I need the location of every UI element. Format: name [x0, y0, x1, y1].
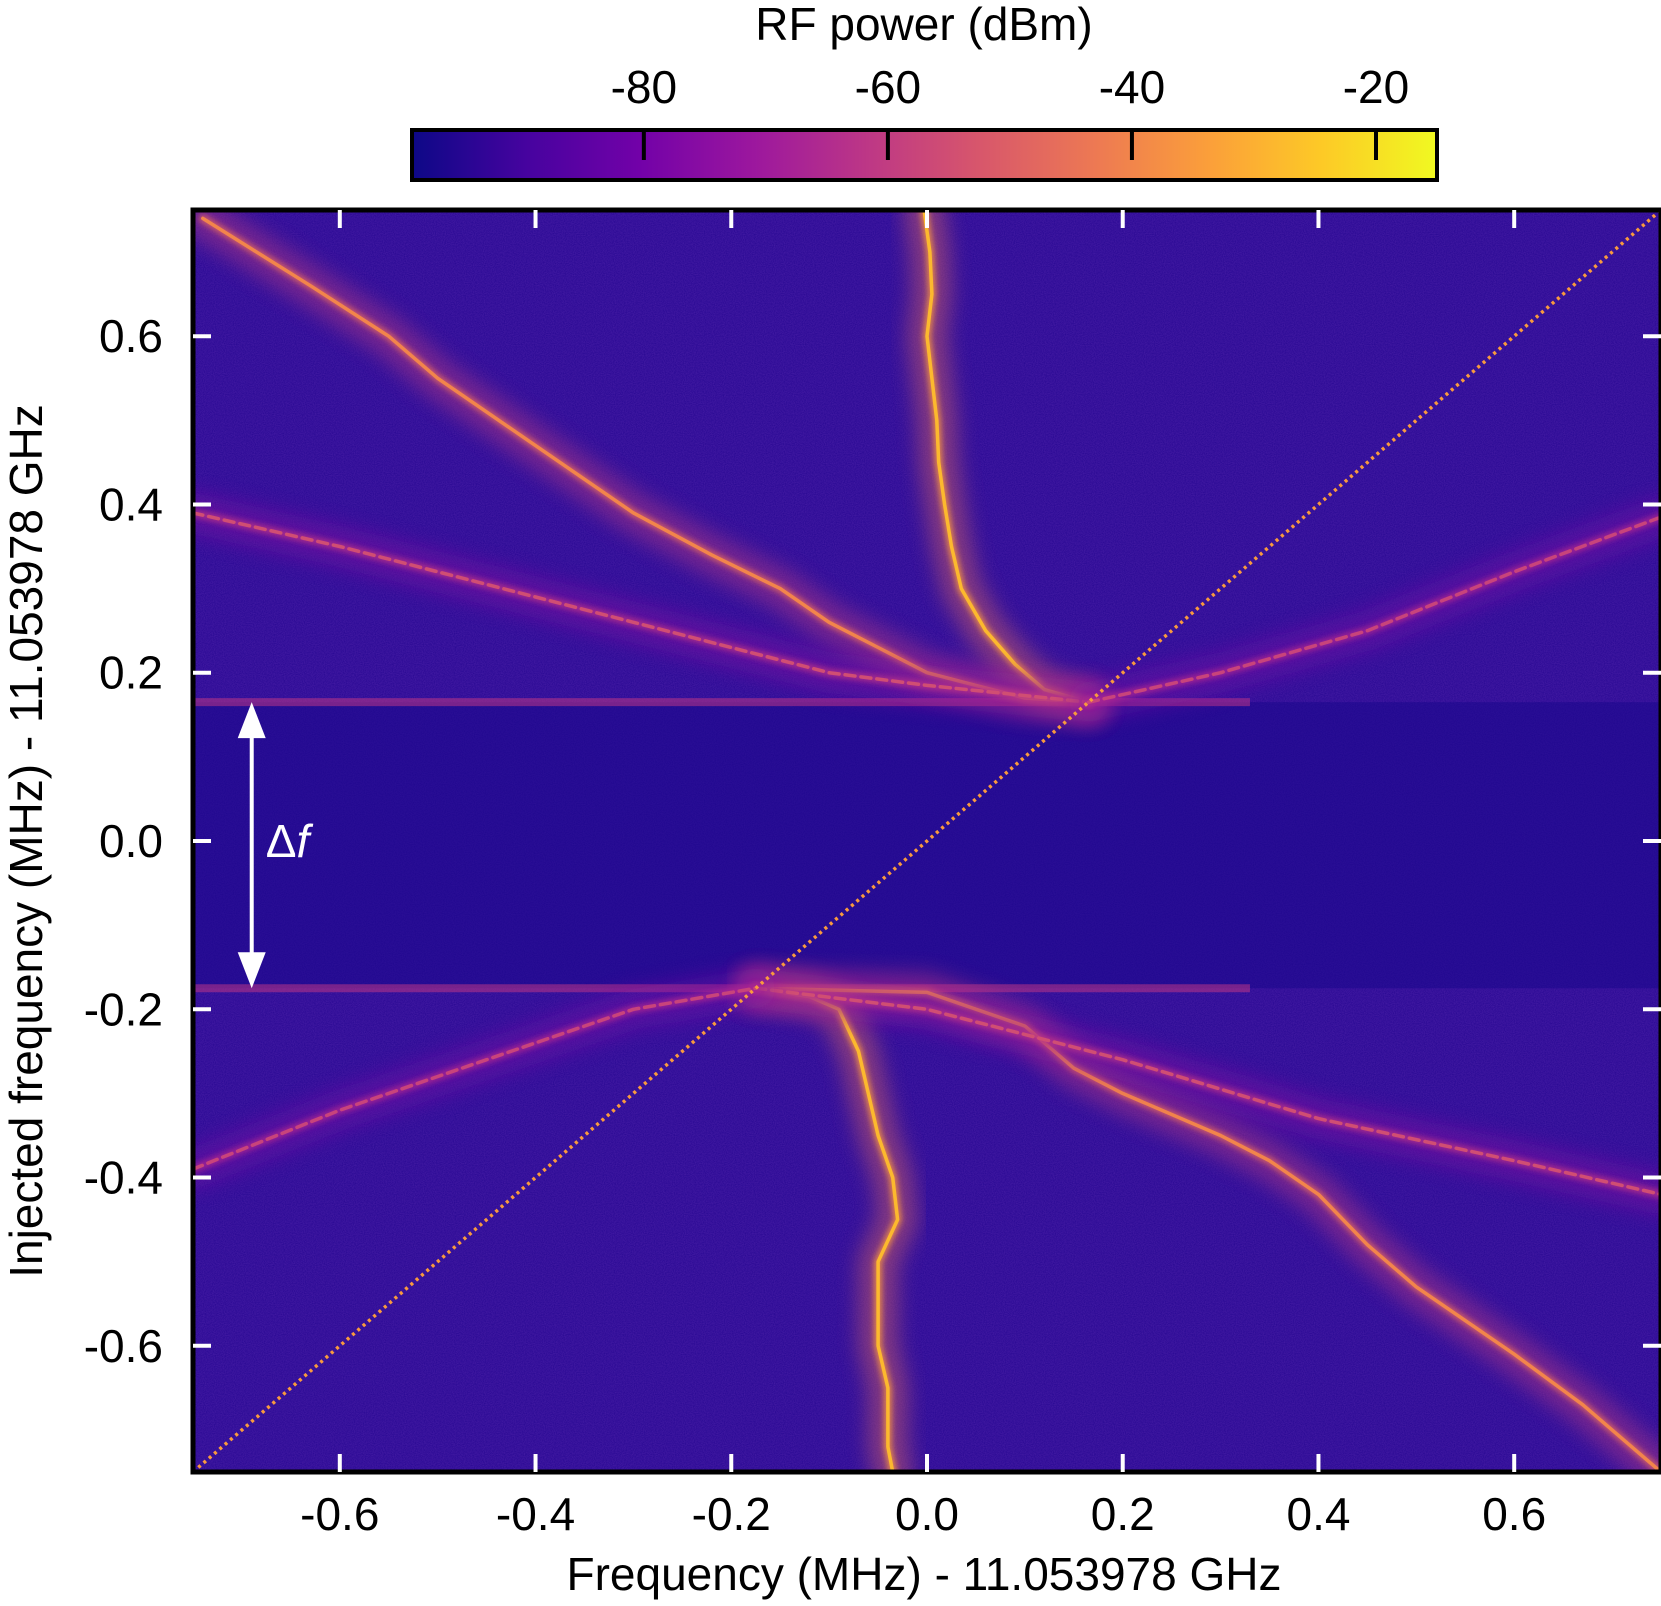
colorbar-tick-label: -60	[855, 61, 921, 113]
colorbar-label: RF power (dBm)	[755, 0, 1092, 50]
colorbar-ticks	[641, 130, 1378, 160]
x-axis-tick-labels: -0.6 -0.4 -0.2 0.0 0.2 0.4 0.6	[300, 1488, 1546, 1540]
delta-f-annotation: Δf	[237, 702, 314, 989]
colorbar-tick-label: -20	[1343, 61, 1409, 113]
x-tick-label: -0.2	[692, 1488, 771, 1540]
colorbar-tick-label: -80	[611, 61, 677, 113]
heatmap-traces	[193, 210, 1661, 1472]
y-tick-label: 0.0	[99, 815, 163, 867]
x-tick-label: 0.4	[1286, 1488, 1350, 1540]
y-axis-label: Injected frequency (MHz) - 11.053978 GHz	[0, 404, 52, 1278]
y-tick-label: -0.6	[84, 1320, 163, 1372]
y-tick-label: 0.6	[99, 310, 163, 362]
y-axis-ticks	[193, 334, 1661, 1348]
trace-group	[735, 968, 1661, 1215]
delta-f-arrow-head-bottom	[237, 952, 266, 989]
colorbar: RF power (dBm) -80 -60 -40 -20	[410, 0, 1439, 182]
x-tick-label: 0.2	[1091, 1488, 1155, 1540]
x-tick-label: 0.6	[1482, 1488, 1546, 1540]
x-tick-label: 0.0	[895, 1488, 959, 1540]
x-axis-label: Frequency (MHz) - 11.053978 GHz	[567, 1548, 1282, 1600]
colorbar-tick-labels: -80 -60 -40 -20	[611, 61, 1410, 113]
y-axis-tick-labels: -0.6 -0.4 -0.2 0.0 0.2 0.4 0.6	[84, 310, 163, 1372]
trace-group	[904, 210, 1109, 723]
delta-f-arrow-head-top	[237, 702, 266, 739]
trace-group	[735, 968, 918, 1472]
heatmap-plot-area	[193, 210, 1661, 1472]
y-tick-label: 0.4	[99, 478, 163, 530]
trace-group	[1068, 497, 1661, 723]
trace-group	[193, 492, 1109, 723]
delta-symbol: Δ	[266, 815, 297, 867]
colorbar-gradient	[410, 128, 1439, 182]
trace-line	[753, 986, 1661, 1197]
x-tick-label: -0.4	[496, 1488, 575, 1540]
x-axis-ticks	[337, 210, 1517, 1472]
locking-band	[193, 702, 1661, 989]
trace-line	[753, 986, 900, 1472]
delta-variable: f	[296, 815, 313, 867]
delta-f-label: Δf	[266, 815, 314, 867]
y-tick-label: -0.4	[84, 1152, 163, 1204]
y-tick-label: -0.2	[84, 983, 163, 1035]
trace-group	[193, 968, 776, 1190]
colorbar-tick-label: -40	[1099, 61, 1165, 113]
trace-line	[922, 210, 1091, 704]
injected-line	[193, 210, 1661, 1472]
x-tick-label: -0.6	[300, 1488, 379, 1540]
y-tick-label: 0.2	[99, 647, 163, 699]
trace-line	[193, 986, 758, 1171]
trace-line	[193, 511, 1091, 704]
trace-line	[1086, 515, 1661, 704]
